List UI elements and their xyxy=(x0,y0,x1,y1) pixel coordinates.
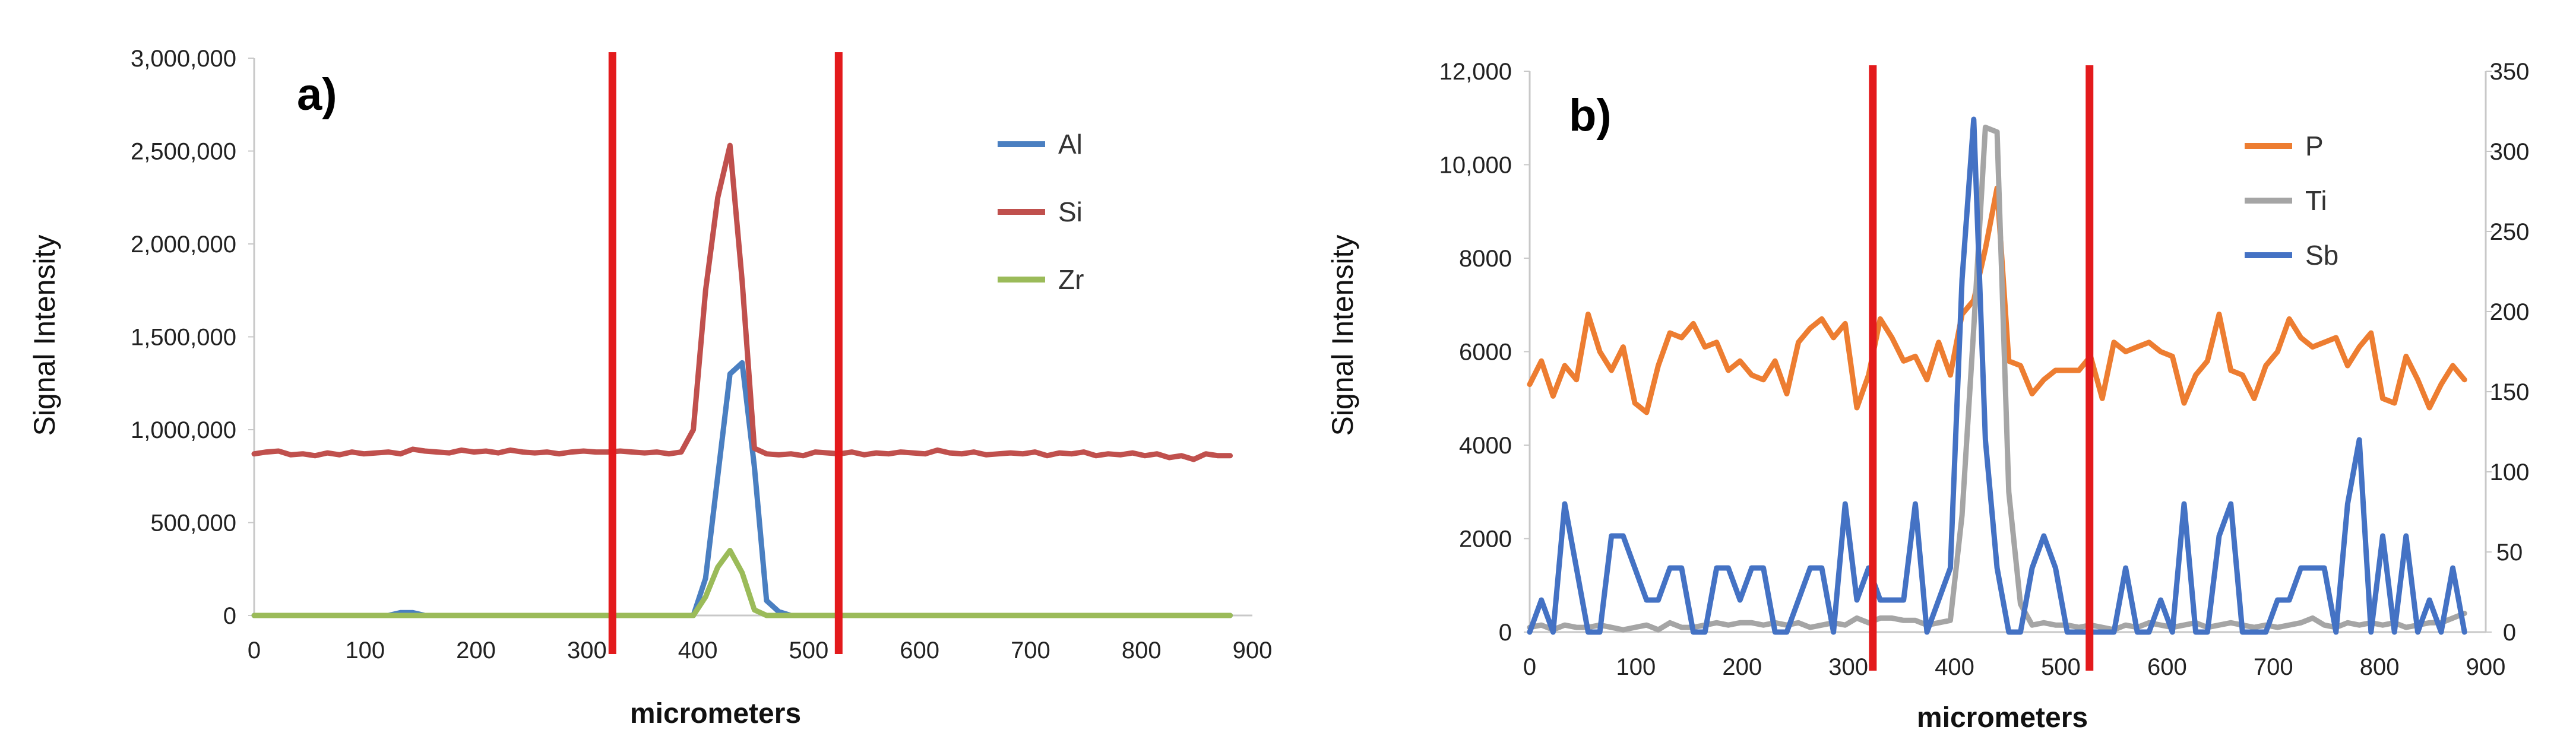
y-tick-label: 2000 xyxy=(1459,526,1512,553)
chart-b-y-axis-title: Signal Intensity xyxy=(1326,234,1359,436)
legend-label-ti: Ti xyxy=(2305,185,2327,216)
x-tick-label: 900 xyxy=(2466,654,2506,680)
y-tick-label: 1,500,000 xyxy=(131,325,236,351)
y-tick-label: 1,000,000 xyxy=(131,417,236,443)
x-tick-label: 300 xyxy=(1828,654,1868,680)
y-tick-label: 500,000 xyxy=(150,510,236,537)
x-tick-label: 300 xyxy=(567,637,607,664)
x-tick-label: 400 xyxy=(678,637,718,664)
legend-label-si: Si xyxy=(1058,196,1083,227)
y-tick-label: 2,000,000 xyxy=(131,231,236,258)
x-tick-label: 700 xyxy=(1011,637,1050,664)
chart-b: b) Signal Intensity micrometers 02000400… xyxy=(1326,59,2529,734)
y2-tick-label: 300 xyxy=(2490,139,2530,165)
series-line-zr xyxy=(251,548,1233,618)
x-tick-label: 900 xyxy=(1233,637,1273,664)
chart-b-boundary-markers xyxy=(1869,65,2094,671)
x-tick-label: 400 xyxy=(1935,654,1974,680)
x-tick-label: 500 xyxy=(2041,654,2081,680)
legend-label-zr: Zr xyxy=(1058,264,1084,295)
chart-a: a) Signal Intensity micrometers 0 500,000… xyxy=(28,46,1272,729)
y-tick-label: 4000 xyxy=(1459,433,1512,459)
chart-a-x-axis-title: micrometers xyxy=(630,698,801,729)
chart-a-y-axis-title: Signal Intensity xyxy=(28,234,61,436)
y2-tick-label: 250 xyxy=(2490,219,2530,245)
y2-tick-label: 150 xyxy=(2490,379,2530,405)
chart-b-legend: P Ti Sb xyxy=(2245,131,2338,271)
y-tick-label: 0 xyxy=(1499,620,1512,646)
chart-a-series-lines xyxy=(251,142,1233,618)
y-tick-label: 8000 xyxy=(1459,246,1512,272)
legend-label-al: Al xyxy=(1058,129,1083,160)
chart-a-legend: Al Si Zr xyxy=(998,129,1084,295)
panel-b-label: b) xyxy=(1569,90,1612,141)
x-tick-label: 0 xyxy=(248,637,261,664)
y-tick-label: 0 xyxy=(223,603,236,629)
legend-label-p: P xyxy=(2305,131,2324,161)
y2-tick-label: 350 xyxy=(2490,59,2530,85)
chart-a-boundary-markers xyxy=(608,52,843,654)
x-tick-label: 100 xyxy=(345,637,385,664)
x-tick-label: 800 xyxy=(2360,654,2400,680)
x-tick-label: 700 xyxy=(2254,654,2293,680)
chart-b-x-axis-title: micrometers xyxy=(1917,702,2088,734)
x-tick-label: 200 xyxy=(1722,654,1762,680)
y2-tick-label: 100 xyxy=(2490,459,2530,485)
y-tick-label: 10,000 xyxy=(1439,153,1512,179)
y-tick-label: 12,000 xyxy=(1439,59,1512,85)
chart-b-axes: 0200040006000800010,00012,00005010015020… xyxy=(1439,59,2530,680)
x-tick-label: 100 xyxy=(1616,654,1656,680)
chart-b-series-lines xyxy=(1527,116,2467,635)
y-tick-label: 2,500,000 xyxy=(131,139,236,165)
legend-label-sb: Sb xyxy=(2305,240,2338,271)
series-line-sb xyxy=(1527,116,2467,635)
x-tick-label: 600 xyxy=(2147,654,2187,680)
y2-tick-label: 50 xyxy=(2496,539,2523,566)
y-tick-label: 6000 xyxy=(1459,339,1512,366)
x-tick-label: 600 xyxy=(900,637,939,664)
x-tick-label: 200 xyxy=(456,637,496,664)
x-tick-label: 0 xyxy=(1523,654,1536,680)
x-tick-label: 800 xyxy=(1122,637,1162,664)
series-line-ti xyxy=(1527,125,2467,633)
y2-tick-label: 0 xyxy=(2503,620,2516,646)
y-tick-label: 3,000,000 xyxy=(131,46,236,72)
y2-tick-label: 200 xyxy=(2490,299,2530,325)
panel-a-label: a) xyxy=(297,69,337,120)
x-tick-label: 500 xyxy=(789,637,829,664)
series-line-si xyxy=(251,142,1233,462)
